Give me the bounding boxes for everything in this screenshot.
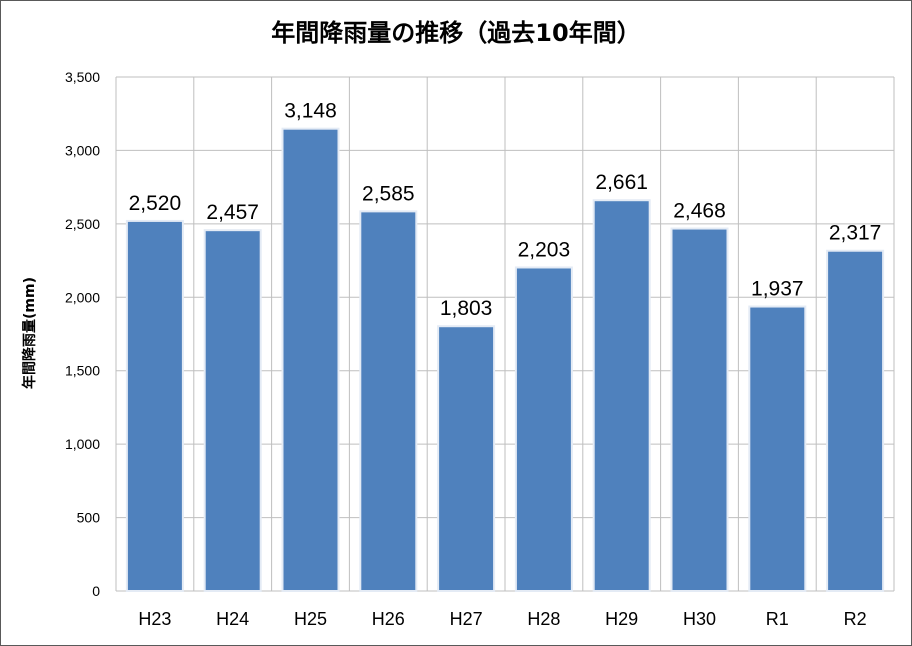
y-tick-label: 3,000 [65, 142, 100, 158]
x-tick-label: H26 [372, 609, 405, 629]
data-label: 2,585 [362, 182, 415, 205]
x-axis-ticks: H23 H24 H25 H26 H27 H28 H29 H30 R1 R2 [138, 609, 866, 629]
x-tick-label: H27 [450, 609, 483, 629]
y-axis-label: 年間降雨量(mm) [21, 277, 38, 389]
bar [670, 227, 729, 592]
x-tick-label: R1 [766, 609, 789, 629]
data-label: 2,317 [829, 222, 882, 245]
y-tick-label: 1,000 [65, 436, 100, 452]
gridlines [115, 76, 895, 592]
bar [359, 210, 418, 592]
data-label: 1,803 [440, 297, 493, 320]
bar [592, 199, 651, 593]
x-tick-label: H30 [683, 609, 716, 629]
y-tick-label: 1,500 [65, 363, 100, 379]
bars [125, 127, 885, 593]
x-tick-label: R2 [844, 609, 867, 629]
bar [826, 249, 885, 592]
bar [281, 127, 340, 592]
y-tick-label: 0 [92, 583, 100, 599]
data-label: 2,661 [595, 171, 648, 194]
x-tick-label: H29 [605, 609, 638, 629]
x-tick-label: H28 [527, 609, 560, 629]
data-label: 2,468 [673, 200, 726, 223]
bar [514, 266, 573, 592]
chart-title: 年間降雨量の推移（過去10年間） [271, 19, 640, 47]
x-tick-label: H23 [138, 609, 171, 629]
bar [203, 229, 262, 592]
bar [125, 219, 184, 592]
y-axis-ticks: 0 500 1,000 1,500 2,000 2,500 3,000 3,500 [65, 69, 100, 599]
data-label: 2,457 [206, 201, 259, 224]
data-labels: 2,520 2,457 3,148 2,585 1,803 2,203 2,661 2,468… [129, 100, 882, 321]
y-tick-label: 500 [77, 510, 101, 526]
data-label: 2,520 [129, 192, 182, 215]
bar [748, 305, 807, 592]
x-tick-label: H25 [294, 609, 327, 629]
y-tick-label: 2,000 [65, 289, 100, 305]
data-label: 3,148 [284, 100, 337, 123]
data-label: 1,937 [751, 278, 804, 301]
data-label: 2,203 [518, 238, 571, 261]
y-tick-label: 3,500 [65, 69, 100, 85]
bar [437, 325, 496, 592]
y-tick-label: 2,500 [65, 216, 100, 232]
x-tick-label: H24 [216, 609, 249, 629]
